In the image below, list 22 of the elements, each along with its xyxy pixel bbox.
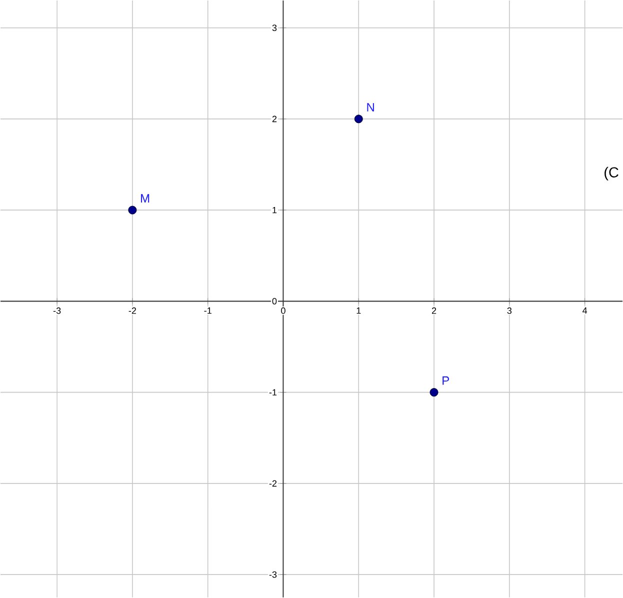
y-tick-label: 0 bbox=[272, 298, 277, 304]
y-tick-label: -1 bbox=[269, 389, 277, 396]
annotation: N bbox=[367, 103, 374, 112]
point bbox=[430, 388, 438, 397]
x-tick-label: 3 bbox=[507, 308, 512, 314]
annotation: M bbox=[141, 194, 150, 203]
annotation: (C bbox=[604, 166, 618, 180]
y-tick-label: 1 bbox=[272, 207, 277, 214]
y-tick-label: 3 bbox=[272, 24, 277, 32]
x-tick-label: -3 bbox=[53, 308, 61, 314]
y-tick-label: -2 bbox=[269, 480, 277, 487]
x-tick-label: -1 bbox=[204, 308, 212, 314]
x-tick-label: -2 bbox=[128, 308, 136, 314]
x-tick-label: 0 bbox=[281, 308, 286, 314]
x-tick-label: 2 bbox=[432, 308, 436, 314]
point bbox=[354, 114, 363, 124]
x-tick-label: 1 bbox=[356, 308, 361, 314]
y-tick-label: 2 bbox=[272, 116, 277, 122]
x-tick-label: 4 bbox=[582, 308, 588, 314]
y-tick-label: -3 bbox=[269, 571, 277, 578]
annotation: P bbox=[442, 376, 450, 385]
point bbox=[128, 206, 137, 214]
